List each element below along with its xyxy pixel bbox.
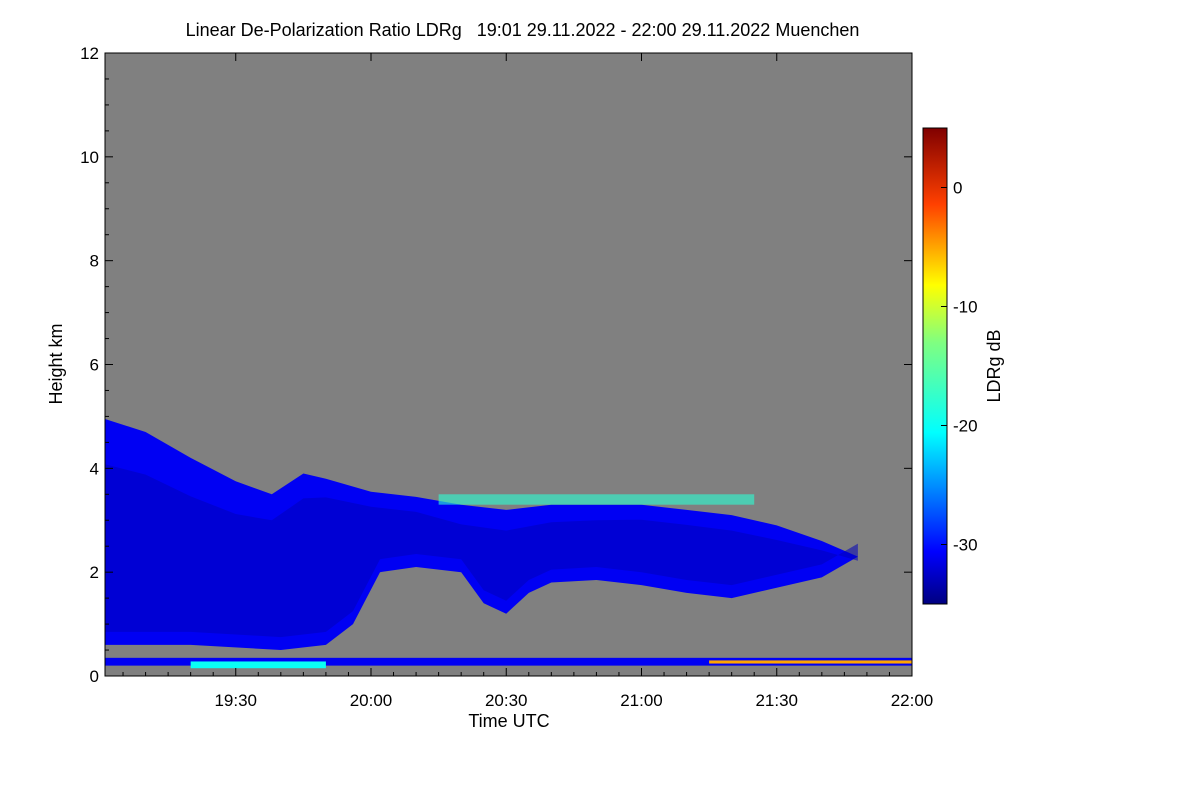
layer-cloud-top-speckle xyxy=(438,494,755,505)
colorbar-tick-label: -10 xyxy=(953,298,978,317)
y-axis: 0 2 4 6 8 10 12 xyxy=(80,44,912,686)
plot-area xyxy=(105,53,912,676)
y-tick-label: 6 xyxy=(90,356,99,375)
colorbar-title: LDRg dB xyxy=(984,329,1004,402)
colorbar-tick-label: 0 xyxy=(953,179,962,198)
colorbar-tick-label: -30 xyxy=(953,536,978,555)
colorbar-ticks: 0 -10 -20 -30 xyxy=(941,179,978,555)
x-tick-label: 20:30 xyxy=(485,691,528,710)
y-tick-label: 0 xyxy=(90,667,99,686)
y-axis-title: Height km xyxy=(46,323,66,404)
y-tick-label: 2 xyxy=(90,563,99,582)
x-tick-label: 21:30 xyxy=(755,691,798,710)
colorbar-tick-label: -20 xyxy=(953,417,978,436)
colorbar-gradient xyxy=(922,127,948,605)
x-tick-label: 20:00 xyxy=(350,691,393,710)
y-tick-label: 10 xyxy=(80,148,99,167)
y-tick-label: 8 xyxy=(90,252,99,271)
chart-title: Linear De-Polarization Ratio LDRg 19:01 … xyxy=(185,20,860,40)
x-axis-title: Time UTC xyxy=(468,711,549,731)
x-tick-label: 22:00 xyxy=(891,691,934,710)
colorbar: 0 -10 -20 -30 xyxy=(922,127,978,605)
y-tick-label: 4 xyxy=(90,459,99,478)
layer-near-ground-cyan-segment xyxy=(190,661,326,669)
x-tick-label: 19:30 xyxy=(214,691,257,710)
layer-inner-core xyxy=(105,464,858,638)
x-axis: 19:30 20:00 20:30 21:00 21:30 22:00 xyxy=(122,53,934,710)
ldr-layers xyxy=(105,419,912,669)
layer-near-ground-orange-line xyxy=(709,660,912,664)
layer-near-ground-noise-band xyxy=(105,657,912,666)
y-tick-label: 12 xyxy=(80,44,99,63)
x-tick-label: 21:00 xyxy=(620,691,663,710)
